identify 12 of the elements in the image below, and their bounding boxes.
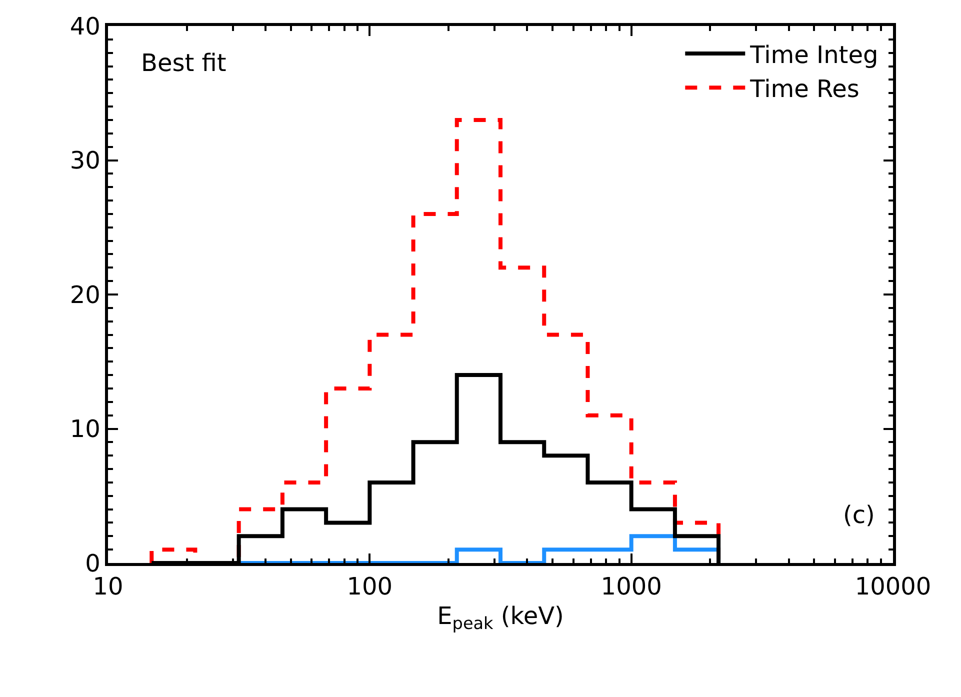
legend-label: Time Integ — [749, 40, 878, 69]
y-tick-label: 40 — [70, 12, 100, 40]
y-tick-label: 20 — [70, 280, 100, 309]
x-axis-title: E$_{peak}$ (keV) — [437, 602, 564, 633]
y-tick-label: 30 — [70, 146, 100, 175]
x-tick-label: 10000 — [854, 572, 932, 601]
legend-label: Time Res — [749, 75, 860, 104]
annotation: (c) — [843, 501, 875, 529]
x-tick-label: 100 — [346, 572, 393, 601]
annotation: Best fit — [141, 49, 226, 77]
y-tick-label: 10 — [70, 415, 100, 444]
x-tick-label: 1000 — [600, 572, 662, 601]
